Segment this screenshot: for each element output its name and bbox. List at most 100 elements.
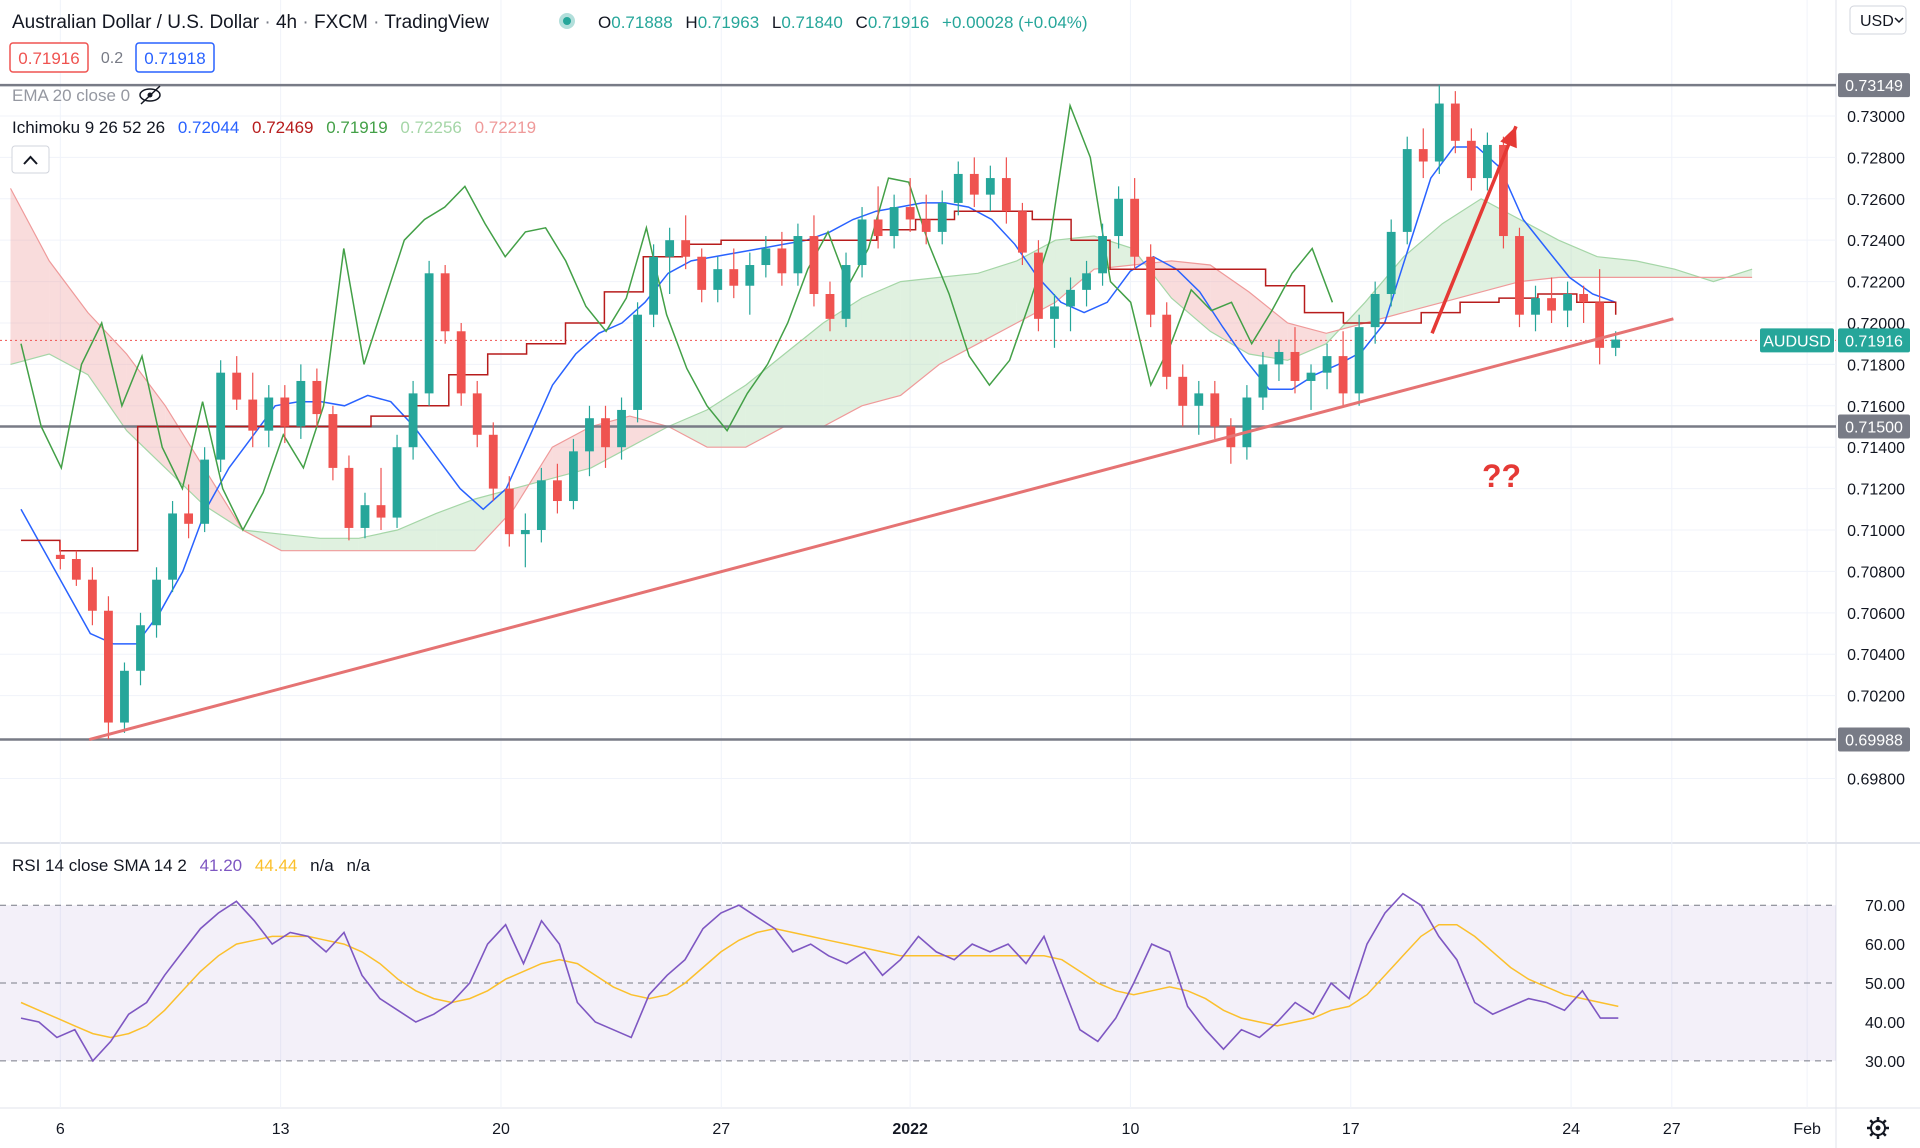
cloud-segment	[823, 298, 862, 427]
candle	[969, 157, 979, 208]
rsi-label: RSI 14 close SMA 14 2	[12, 856, 187, 875]
candle-body	[1210, 393, 1220, 427]
rsi-line	[20, 892, 1619, 1063]
candle-body	[1082, 273, 1091, 290]
candle-body	[1194, 393, 1204, 406]
rsi-tick-label: 70.00	[1865, 898, 1905, 915]
candle	[681, 215, 691, 270]
price-tick-label: 0.73000	[1847, 109, 1905, 126]
close-value: 0.71916	[868, 13, 929, 32]
cloud-segment	[668, 409, 708, 448]
cloud-segment	[87, 312, 127, 431]
currency-select[interactable]: USD	[1849, 5, 1907, 35]
candle-body	[120, 670, 129, 723]
level-price-label: 0.71500	[1845, 420, 1903, 437]
candle-body	[1258, 364, 1268, 398]
candle-body	[1114, 198, 1124, 237]
cloud-segment	[1635, 260, 1675, 278]
candle	[713, 256, 723, 303]
candle-body	[617, 409, 626, 448]
candle	[424, 260, 434, 406]
candle	[825, 281, 835, 332]
candle	[136, 612, 145, 686]
candle	[1050, 294, 1059, 348]
candle	[1306, 364, 1316, 410]
candle-body	[921, 219, 931, 232]
ichimoku-value-span-a: 0.72256	[400, 118, 461, 137]
candle	[376, 467, 386, 531]
candle-body	[55, 554, 65, 559]
time-tick-label: 10	[1122, 1121, 1140, 1138]
time-tick-label: 27	[1663, 1121, 1681, 1138]
candle-body	[360, 505, 370, 528]
candle-body	[1418, 149, 1428, 162]
rsi-legend[interactable]: RSI 14 close SMA 14 2 41.20 44.44 n/a n/…	[12, 856, 371, 875]
candle	[1595, 269, 1605, 365]
buy-button[interactable]: 0.71918	[135, 42, 215, 73]
grid	[0, 0, 1836, 1108]
candle-body	[633, 314, 642, 410]
time-tick-label: 6	[56, 1121, 65, 1138]
cloud-segment	[745, 354, 785, 448]
candle	[1017, 202, 1027, 266]
eye-hidden-icon[interactable]	[139, 85, 161, 105]
market-status-dot	[563, 17, 571, 25]
current-price-tag	[1838, 328, 1910, 353]
candle	[1242, 385, 1252, 460]
candle	[440, 265, 450, 344]
ichimoku-value-tenkan: 0.72044	[178, 118, 239, 137]
close-label: C	[856, 13, 868, 32]
price-tick-label: 0.71200	[1847, 482, 1905, 499]
price-tick-label: 0.69800	[1847, 771, 1905, 788]
candle	[1001, 157, 1011, 224]
ticker-tag	[1760, 328, 1834, 353]
candle-body	[1531, 298, 1540, 315]
ichimoku-legend[interactable]: Ichimoku 9 26 52 26 0.72044 0.72469 0.71…	[12, 118, 536, 137]
candle-body	[504, 488, 514, 535]
collapse-legend-button[interactable]	[11, 145, 50, 174]
candle	[697, 248, 707, 303]
candle	[1290, 327, 1300, 394]
currency-label: USD	[1860, 13, 1894, 30]
rsi-extra-value-1: n/a	[310, 856, 334, 875]
symbol-name[interactable]: Australian Dollar / U.S. Dollar	[12, 12, 260, 33]
sell-button[interactable]: 0.71916	[9, 42, 89, 73]
candle	[184, 484, 194, 539]
candle	[761, 236, 771, 278]
candle-body	[216, 372, 226, 460]
cloud-segment	[707, 385, 746, 448]
candle	[87, 567, 97, 626]
candle	[921, 194, 931, 245]
cloud-segment	[1519, 219, 1559, 282]
candle	[1146, 244, 1156, 328]
candle	[953, 161, 963, 216]
cloud-segment	[436, 498, 475, 551]
candle-body	[136, 625, 145, 671]
candle	[472, 380, 482, 448]
kijun-sen-line	[21, 210, 1617, 552]
current-price-label: 0.71916	[1845, 333, 1903, 350]
candle	[1434, 84, 1444, 174]
trendline[interactable]	[88, 317, 1674, 741]
candle	[873, 186, 883, 249]
candle	[1515, 227, 1524, 328]
candle-body	[1017, 211, 1027, 253]
candle-body	[328, 414, 338, 468]
question-annotation[interactable]: ??	[1482, 458, 1521, 494]
forecast-arrow-line[interactable]	[1430, 125, 1518, 334]
candle-body	[168, 513, 177, 580]
interval-label[interactable]: 4h	[276, 12, 297, 33]
cloud-segment	[978, 260, 1017, 344]
price-tick-label: 0.72800	[1847, 150, 1905, 167]
gear-icon[interactable]	[1867, 1117, 1889, 1139]
sell-price: 0.71916	[18, 49, 79, 68]
low-label: L	[772, 13, 781, 32]
candle-body	[152, 579, 161, 626]
candle	[889, 194, 899, 249]
candle-body	[889, 207, 899, 237]
candle	[857, 207, 867, 278]
price-tick-label: 0.70400	[1847, 647, 1905, 664]
candle-body	[536, 480, 546, 531]
ema-legend[interactable]: EMA 20 close 0	[12, 86, 130, 105]
high-label: H	[685, 13, 697, 32]
